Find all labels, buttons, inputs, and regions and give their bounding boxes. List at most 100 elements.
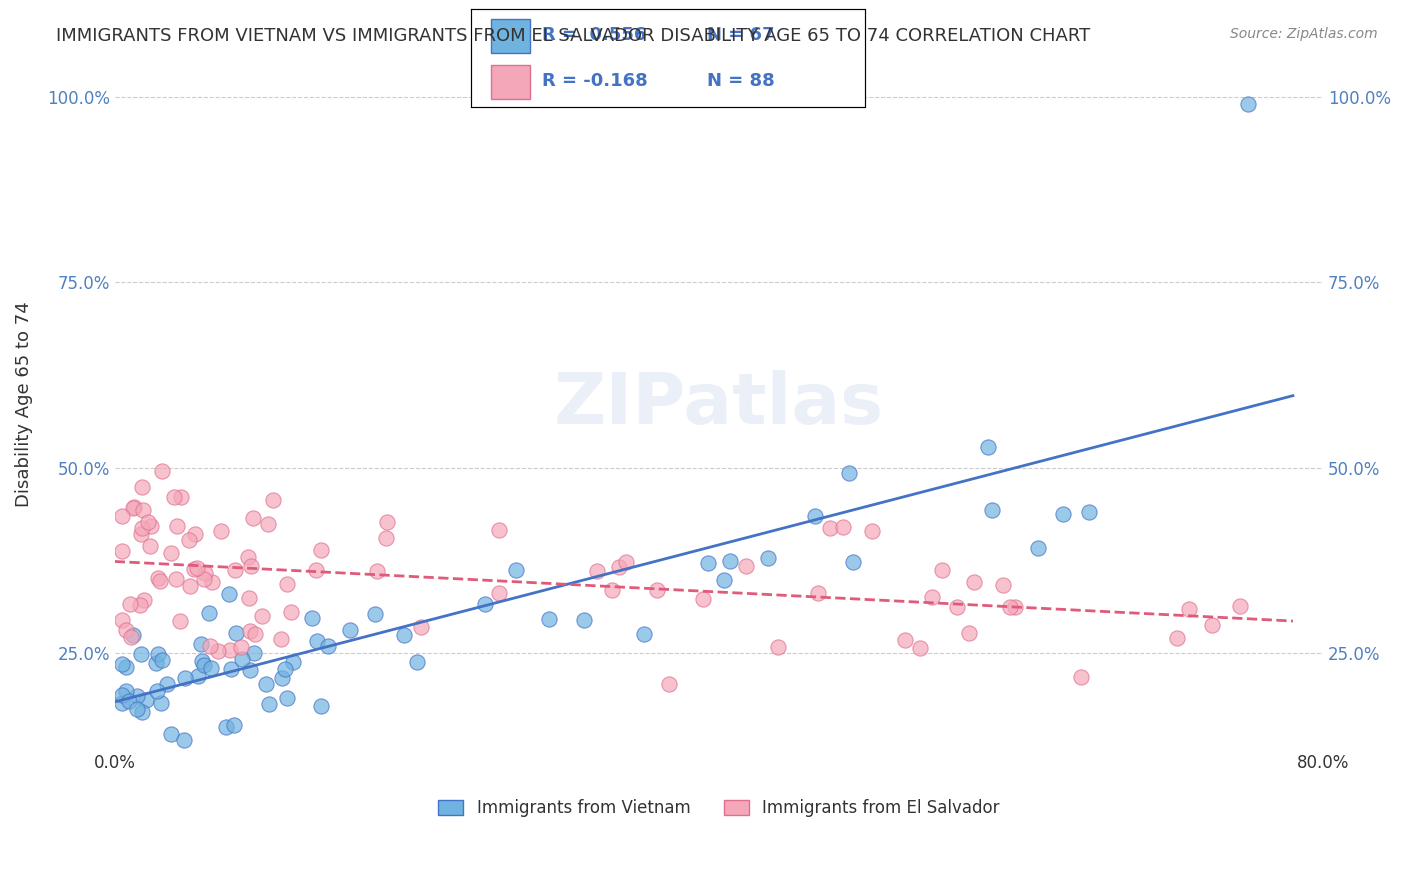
Point — [474, 597, 496, 611]
Point — [658, 677, 681, 691]
Point — [177, 533, 200, 547]
Point — [145, 657, 167, 671]
Point — [186, 560, 208, 574]
Y-axis label: Disability Age 65 to 74: Disability Age 65 to 74 — [15, 301, 32, 508]
Point — [697, 556, 720, 570]
Point — [160, 727, 183, 741]
Point — [183, 562, 205, 576]
Point — [146, 571, 169, 585]
Point — [488, 586, 510, 600]
Point — [146, 648, 169, 662]
Point — [193, 573, 215, 587]
Point — [280, 605, 302, 619]
Point — [977, 440, 1000, 454]
Point — [259, 698, 281, 712]
Point — [131, 647, 153, 661]
Point — [842, 555, 865, 569]
Point — [134, 692, 156, 706]
Point — [146, 683, 169, 698]
Point — [572, 613, 595, 627]
Point — [243, 646, 266, 660]
Point — [111, 543, 134, 558]
Point — [735, 559, 758, 574]
Point — [718, 553, 741, 567]
Point — [276, 691, 298, 706]
Point — [131, 480, 153, 494]
Point — [218, 642, 240, 657]
Point — [198, 606, 221, 620]
Point — [505, 563, 527, 577]
Point — [163, 490, 186, 504]
Point — [838, 466, 860, 480]
Point — [190, 654, 212, 668]
Point — [768, 640, 790, 654]
Point — [219, 662, 242, 676]
Point — [980, 502, 1002, 516]
Point — [311, 543, 333, 558]
Point — [375, 515, 398, 529]
Point — [150, 653, 173, 667]
Point — [633, 627, 655, 641]
Point — [120, 630, 142, 644]
Point — [215, 720, 238, 734]
Point — [1229, 599, 1251, 614]
Point — [692, 591, 714, 606]
Point — [131, 521, 153, 535]
Point — [150, 696, 173, 710]
Point — [537, 612, 560, 626]
Point — [804, 508, 827, 523]
Point — [125, 702, 148, 716]
Point — [132, 503, 155, 517]
Point — [187, 669, 209, 683]
Point — [311, 699, 333, 714]
Point — [254, 677, 277, 691]
Point — [166, 519, 188, 533]
Point — [713, 573, 735, 587]
Point — [236, 549, 259, 564]
Point — [281, 655, 304, 669]
Point — [257, 516, 280, 531]
Point — [1236, 97, 1258, 112]
Point — [374, 532, 396, 546]
Point — [224, 563, 246, 577]
Point — [1004, 600, 1026, 615]
Point — [945, 600, 967, 615]
Point — [179, 579, 201, 593]
Point — [209, 524, 232, 538]
Point — [392, 628, 415, 642]
Point — [111, 697, 134, 711]
Point — [218, 587, 240, 601]
Point — [647, 582, 669, 597]
Point — [128, 599, 150, 613]
Point — [138, 515, 160, 529]
Point — [121, 500, 143, 515]
Point — [411, 620, 433, 634]
Point — [198, 639, 221, 653]
Point — [159, 546, 181, 560]
Point — [120, 597, 142, 611]
FancyBboxPatch shape — [491, 65, 530, 99]
Point — [364, 607, 387, 621]
Point — [169, 614, 191, 628]
Point — [132, 593, 155, 607]
Point — [231, 651, 253, 665]
Point — [111, 688, 134, 702]
Point — [115, 659, 138, 673]
Legend: Immigrants from Vietnam, Immigrants from El Salvador: Immigrants from Vietnam, Immigrants from… — [432, 792, 1007, 824]
Point — [115, 623, 138, 637]
Point — [339, 623, 361, 637]
Point — [921, 590, 943, 604]
Point — [301, 611, 323, 625]
Text: N = 88: N = 88 — [707, 71, 775, 89]
Point — [240, 559, 263, 574]
Point — [600, 582, 623, 597]
Point — [252, 608, 274, 623]
Point — [150, 464, 173, 478]
Point — [118, 694, 141, 708]
Point — [832, 520, 855, 534]
Point — [276, 577, 298, 591]
Point — [614, 555, 637, 569]
Point — [238, 591, 260, 605]
Point — [957, 625, 980, 640]
Point — [200, 661, 222, 675]
